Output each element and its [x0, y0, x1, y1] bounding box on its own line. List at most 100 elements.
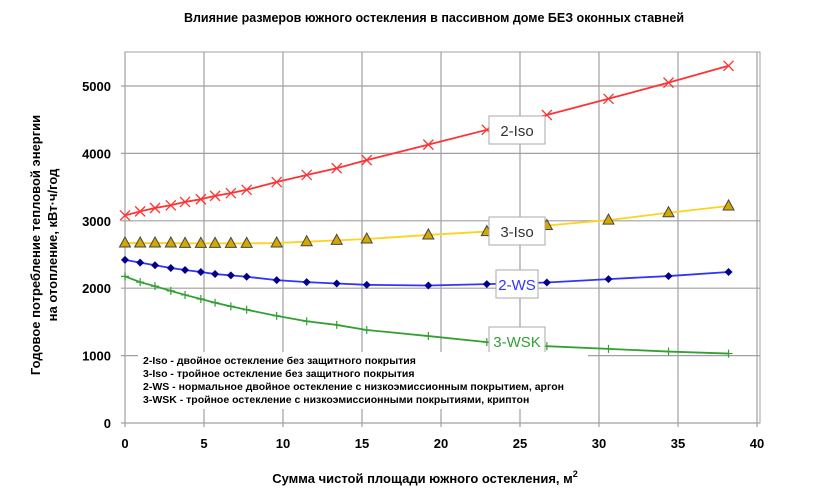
- data-point: [332, 279, 341, 288]
- series-2-iso: [119, 60, 735, 221]
- data-point: [134, 205, 146, 217]
- data-point: [208, 236, 222, 248]
- data-point: [301, 169, 313, 181]
- data-point: [178, 236, 192, 248]
- data-point: [166, 263, 175, 272]
- x-tick-label: 15: [355, 436, 369, 451]
- data-point: [604, 275, 613, 284]
- series-group: [118, 60, 735, 358]
- chart-title: Влияние размеров южного остекления в пас…: [184, 11, 684, 25]
- data-point: [211, 298, 220, 307]
- y-tick-label: 2000: [82, 281, 111, 296]
- x-axis-label-sup: 2: [573, 469, 578, 479]
- data-point: [149, 202, 161, 214]
- data-point: [722, 198, 735, 211]
- data-point: [136, 278, 145, 287]
- data-point: [604, 344, 613, 353]
- data-point: [272, 311, 281, 320]
- data-point: [242, 305, 251, 314]
- tick-labels: 0 5 10 15 20 25 30 35 40 0 1000 2000 3000 4000 5000: [82, 79, 764, 451]
- legend-entry: 3-Iso - тройное остекление без защитного…: [143, 368, 414, 380]
- data-point: [664, 272, 673, 281]
- x-tick-label: 10: [276, 436, 290, 451]
- legend-entry: 2-WS - нормальное двойное остекление с н…: [143, 381, 564, 393]
- data-point: [302, 317, 311, 326]
- series-3-iso: [118, 198, 735, 248]
- data-point: [422, 139, 434, 151]
- data-point: [302, 278, 311, 287]
- data-point: [181, 266, 190, 275]
- data-point: [542, 278, 551, 287]
- y-tick-label: 0: [104, 416, 111, 431]
- data-point: [181, 290, 190, 299]
- data-point: [270, 236, 284, 248]
- data-point: [136, 258, 145, 267]
- series-labels: 2-Iso 3-Iso 2-WS 3-WSK: [488, 115, 546, 356]
- series-label-box: [495, 269, 539, 299]
- data-point: [424, 332, 433, 341]
- data-point: [121, 272, 129, 281]
- legend: 2-Iso - двойное остекление без защитного…: [138, 352, 588, 409]
- data-point: [196, 294, 205, 303]
- series-label: 2-WS: [498, 277, 536, 294]
- data-point: [226, 271, 235, 280]
- data-point: [226, 302, 235, 311]
- data-point: [332, 320, 341, 329]
- legend-entry: 3-WSK - тройное остекление с низкоэмисси…: [143, 394, 529, 406]
- data-point: [603, 93, 614, 105]
- data-point: [482, 280, 491, 289]
- x-tick-label: 25: [513, 436, 527, 451]
- series-label-box: [488, 326, 546, 356]
- data-point: [362, 325, 371, 334]
- x-tick-label: 0: [121, 436, 128, 451]
- data-point: [271, 176, 283, 188]
- series-label: 2-Iso: [500, 123, 533, 140]
- data-point: [164, 236, 178, 248]
- data-point: [300, 234, 314, 247]
- data-point: [331, 162, 343, 174]
- data-point: [195, 193, 207, 205]
- y-axis-label-line-1: Годовое потребление тепловой энергии: [28, 115, 43, 375]
- data-point: [179, 196, 191, 208]
- series-label: 3-Iso: [500, 224, 533, 241]
- data-point: [663, 77, 674, 89]
- x-axis-label: Сумма чистой площади южного остекления, …: [272, 469, 578, 486]
- x-tick-label: 40: [750, 436, 764, 451]
- data-point: [166, 286, 175, 295]
- y-tick-label: 3000: [82, 214, 111, 229]
- legend-background: [138, 352, 588, 409]
- data-point: [664, 347, 673, 356]
- data-point: [224, 236, 238, 248]
- series-label-box: [488, 115, 546, 145]
- series-3-wsk: [121, 272, 733, 358]
- data-point: [724, 349, 733, 358]
- data-point: [242, 272, 251, 281]
- data-point: [133, 236, 147, 248]
- data-point: [424, 281, 433, 290]
- data-point: [225, 187, 237, 199]
- data-point: [422, 227, 435, 240]
- data-point: [330, 233, 344, 245]
- data-point: [151, 282, 160, 291]
- data-point: [724, 268, 733, 277]
- x-tick-label: 20: [434, 436, 448, 451]
- data-point: [240, 236, 254, 248]
- y-tick-label: 5000: [82, 79, 111, 94]
- x-tick-label: 35: [671, 436, 685, 451]
- data-point: [360, 231, 374, 244]
- y-tick-label: 1000: [82, 349, 111, 364]
- data-point: [196, 268, 205, 277]
- data-point: [148, 236, 162, 248]
- data-point: [151, 261, 160, 270]
- series-line: [124, 64, 729, 217]
- data-point: [194, 236, 208, 248]
- data-point: [119, 209, 131, 221]
- data-point: [361, 154, 373, 166]
- data-point: [272, 276, 281, 285]
- data-point: [118, 236, 132, 248]
- x-tick-label: 30: [592, 436, 606, 451]
- series-label: 3-WSK: [493, 334, 541, 351]
- x-tick-label: 5: [200, 436, 207, 451]
- data-point: [211, 270, 220, 279]
